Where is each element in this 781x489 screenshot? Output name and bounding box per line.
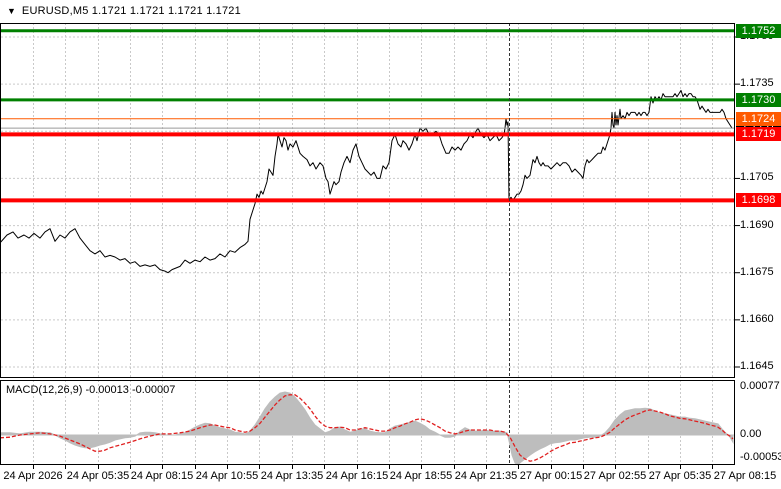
chart-header: ▼ EURUSD,M5 1.1721 1.1721 1.1721 1.1721 [0, 0, 781, 22]
macd-signal-line [0, 394, 734, 462]
time-axis-label: 24 Apr 2026 [3, 470, 63, 482]
level-price-box: 1.1752 [736, 23, 781, 38]
chevron-down-icon[interactable]: ▼ [7, 5, 16, 16]
level-price-box: 1.1730 [736, 92, 781, 107]
time-axis-label: 27 Apr 08:15 [713, 470, 777, 482]
price-tick-label: 1.1735 [740, 77, 774, 90]
time-axis[interactable] [0, 466, 735, 489]
time-axis-label: 24 Apr 21:35 [454, 470, 518, 482]
price-line-series [0, 89, 733, 274]
price-tick-label: 1.1675 [740, 265, 774, 278]
macd-scale-label: 0.00077 [740, 380, 780, 392]
price-tick-label: 1.1690 [740, 218, 774, 231]
price-tick-label: 1.1705 [740, 171, 774, 184]
level-price-box: 1.1698 [736, 193, 781, 208]
time-axis-label: 24 Apr 05:35 [66, 470, 130, 482]
price-tick-label: 1.1645 [740, 360, 774, 372]
time-axis-label: 27 Apr 00:15 [519, 470, 583, 482]
price-axis[interactable] [736, 23, 781, 465]
price-tick-label: 1.1660 [740, 312, 774, 325]
level-price-box: 1.1724 [736, 111, 781, 126]
time-axis-label: 24 Apr 16:15 [325, 470, 389, 482]
macd-scale-label: -0.00053 [740, 451, 781, 463]
time-axis-label: 24 Apr 13:35 [260, 470, 324, 482]
symbol-ohlc-title: EURUSD,M5 1.1721 1.1721 1.1721 1.1721 [21, 5, 241, 17]
time-axis-label: 24 Apr 18:55 [389, 470, 453, 482]
time-axis-label: 24 Apr 10:55 [195, 470, 259, 482]
macd-panel-border [0, 380, 735, 465]
macd-histogram [0, 391, 734, 466]
macd-scale-label: 0.00 [740, 428, 762, 440]
time-axis-label: 24 Apr 08:15 [130, 470, 194, 482]
time-axis-label: 27 Apr 05:35 [648, 470, 712, 482]
price-panel-border [0, 23, 735, 378]
level-price-box: 1.1719 [736, 127, 781, 142]
macd-indicator-label: MACD(12,26,9) -0.00013 -0.00007 [6, 384, 176, 396]
time-axis-label: 27 Apr 02:55 [583, 470, 647, 482]
